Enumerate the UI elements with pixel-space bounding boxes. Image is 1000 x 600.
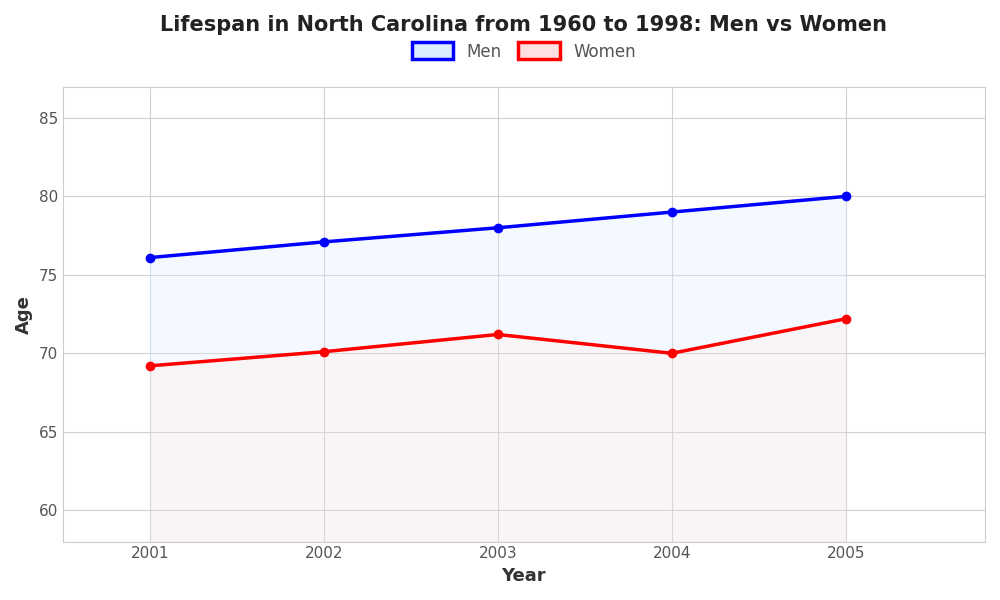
X-axis label: Year: Year bbox=[502, 567, 546, 585]
Title: Lifespan in North Carolina from 1960 to 1998: Men vs Women: Lifespan in North Carolina from 1960 to … bbox=[160, 15, 887, 35]
Legend: Men, Women: Men, Women bbox=[405, 36, 643, 67]
Y-axis label: Age: Age bbox=[15, 295, 33, 334]
